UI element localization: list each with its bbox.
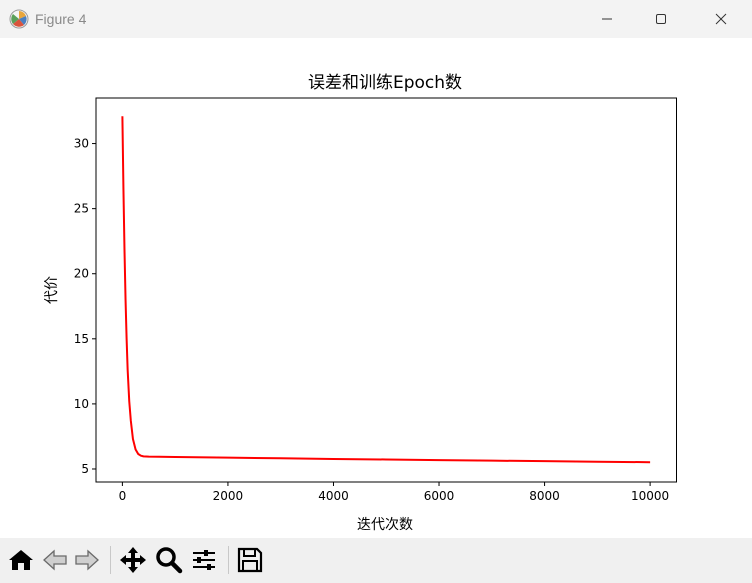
save-icon <box>237 547 263 573</box>
x-tick-label: 6000 <box>424 489 455 503</box>
window-title: Figure 4 <box>35 11 87 27</box>
home-icon <box>9 550 33 570</box>
zoom-icon <box>156 547 183 574</box>
y-axis-label: 代价 <box>44 276 60 304</box>
toolbar-separator <box>110 546 111 574</box>
close-icon <box>715 13 727 25</box>
x-tick-label: 4000 <box>318 489 349 503</box>
x-tick-label: 2000 <box>213 489 244 503</box>
series-line <box>121 116 651 464</box>
window-titlebar: Figure 4 <box>0 0 752 38</box>
close-button[interactable] <box>698 0 744 38</box>
matplotlib-app-icon <box>9 9 29 29</box>
x-axis: 0 2000 4000 6000 8000 10000 <box>119 482 669 503</box>
sliders-icon <box>193 550 215 570</box>
y-tick-label: 20 <box>74 267 89 281</box>
y-tick-label: 15 <box>74 332 89 346</box>
maximize-icon <box>656 14 666 24</box>
toolbar-separator <box>228 546 229 574</box>
chart-title: 误差和训练Epoch数 <box>308 73 462 93</box>
home-button[interactable] <box>4 543 38 577</box>
figure-canvas[interactable]: 误差和训练Epoch数 0 2000 4000 6000 8000 10000 5 10 15… <box>0 38 752 538</box>
minimize-icon <box>602 18 612 20</box>
maximize-button[interactable] <box>638 0 684 38</box>
back-button[interactable] <box>38 543 72 577</box>
x-tick-label: 0 <box>119 489 127 503</box>
y-tick-label: 30 <box>74 137 89 151</box>
series-layer <box>121 116 651 464</box>
x-axis-label: 迭代次数 <box>357 517 413 533</box>
configure-subplots-button[interactable] <box>187 543 221 577</box>
y-tick-label: 25 <box>74 202 89 216</box>
x-tick-label: 8000 <box>529 489 560 503</box>
pan-icon <box>120 547 146 573</box>
y-axis: 5 10 15 20 25 30 <box>74 137 96 476</box>
line-chart: 误差和训练Epoch数 0 2000 4000 6000 8000 10000 5 10 15… <box>44 73 677 533</box>
zoom-button[interactable] <box>152 543 186 577</box>
forward-arrow-icon <box>75 549 99 571</box>
minimize-button[interactable] <box>584 0 630 38</box>
x-tick-label: 10000 <box>631 489 669 503</box>
y-tick-label: 5 <box>81 462 89 476</box>
y-tick-label: 10 <box>74 397 89 411</box>
save-button[interactable] <box>233 543 267 577</box>
axes-frame <box>95 97 677 483</box>
back-arrow-icon <box>43 549 67 571</box>
pan-button[interactable] <box>116 543 150 577</box>
forward-button[interactable] <box>70 543 104 577</box>
navigation-toolbar <box>0 538 752 583</box>
